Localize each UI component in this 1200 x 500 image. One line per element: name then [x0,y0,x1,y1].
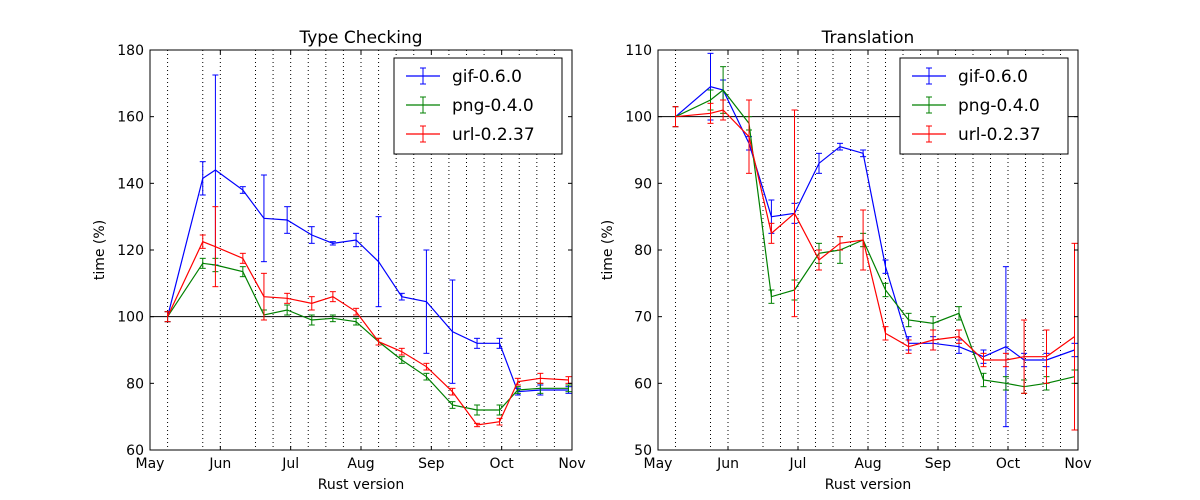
series-line-url-0.2.37 [167,240,569,426]
type-checking-chart: May Jun Jul Aug Sep Oct Nov 60 80 100 120 140 160 180… [92,28,586,493]
legend-box [899,57,1069,155]
y-tick-label: 100 [625,110,652,126]
y-tick-label: 120 [117,243,144,259]
series-line-gif-0.6.0 [675,86,1075,361]
legend-entry-label: png-0.4.0 [452,96,534,116]
chart-title: Translation [821,28,915,48]
legend: gif-0.6.0 png-0.4.0 url-0.2.37 [899,57,1069,155]
x-axis-label: Rust version [318,477,404,493]
y-axis-label: time (%) [92,220,108,280]
series-line-url-0.2.37 [675,109,1075,361]
series-line-png-0.4.0 [675,89,1075,388]
x-tick-label: Oct [996,456,1021,472]
x-tick-label: Aug [347,456,374,472]
y-tick-label: 110 [625,43,652,59]
x-tick-label: Oct [490,456,515,472]
y-tick-label: 90 [634,176,652,192]
x-tick-label: Jun [208,456,231,472]
y-tick-label: 80 [126,376,144,392]
x-tick-label: May [644,456,673,472]
x-tick-label: Aug [854,456,881,472]
chart-title: Type Checking [298,28,422,48]
x-tick-label: Sep [925,456,952,472]
y-tick-label: 60 [634,376,652,392]
x-tick-label: Sep [418,456,445,472]
x-tick-label: Jul [789,456,807,472]
legend: gif-0.6.0 png-0.4.0 url-0.2.37 [393,57,563,155]
legend-entry-label: url-0.2.37 [958,125,1041,145]
legend-entry-label: gif-0.6.0 [452,67,522,87]
y-tick-label: 70 [634,310,652,326]
y-axis-label: time (%) [600,220,616,280]
translation-chart: May Jun Jul Aug Sep Oct Nov 50 60 70 80 90 100 110 Tra… [600,28,1092,493]
y-tick-label: 160 [117,110,144,126]
series-line-png-0.4.0 [167,262,569,411]
y-tick-label: 60 [126,443,144,459]
y-tick-label: 140 [117,176,144,192]
x-tick-label: Jun [716,456,739,472]
x-tick-label: May [136,456,165,472]
legend-entry-label: url-0.2.37 [452,125,535,145]
y-tick-label: 80 [634,243,652,259]
x-tick-label: Nov [1064,456,1091,472]
x-tick-label: Jul [281,456,299,472]
y-tick-label: 50 [634,443,652,459]
x-axis-label: Rust version [825,477,911,493]
y-tick-label: 180 [117,43,144,59]
legend-entry-label: gif-0.6.0 [958,67,1028,87]
legend-box [393,57,563,155]
series-line-gif-0.6.0 [167,169,569,393]
y-tick-label: 100 [117,310,144,326]
legend-entry-label: png-0.4.0 [958,96,1040,116]
x-tick-label: Nov [558,456,585,472]
